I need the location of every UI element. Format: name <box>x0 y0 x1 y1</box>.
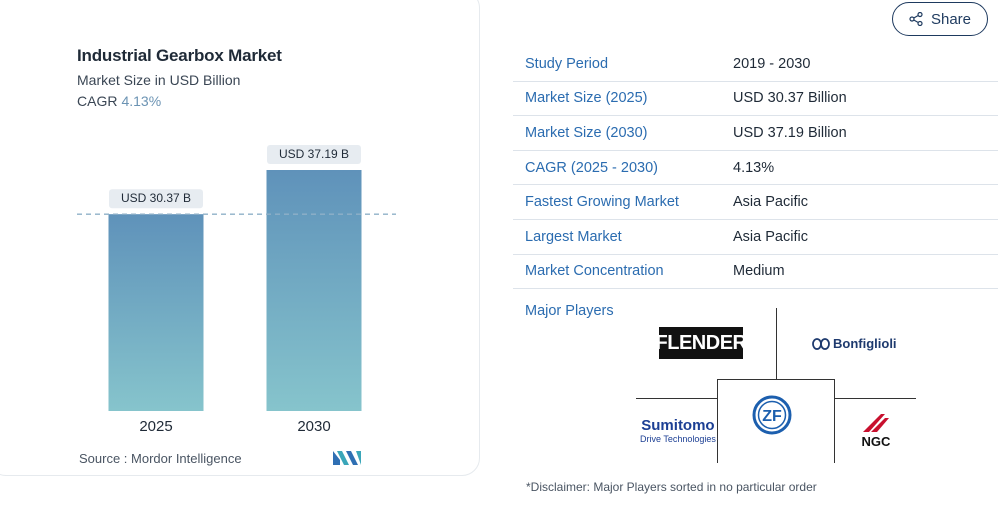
stat-row-market-size-2025: Market Size (2025) USD 30.37 Billion <box>513 82 998 117</box>
chart-title: Industrial Gearbox Market <box>77 46 282 65</box>
stat-key: Market Size (2025) <box>525 90 648 107</box>
stat-value: USD 30.37 Billion <box>733 90 847 107</box>
player-grid-divider <box>717 379 835 380</box>
stat-key: CAGR (2025 - 2030) <box>525 159 658 176</box>
data-label-bg <box>109 189 203 209</box>
flender-logo: FLENDER <box>656 327 747 359</box>
stat-key: Study Period <box>525 55 609 72</box>
x-tick-label: 2030 <box>297 418 330 435</box>
cagr-line: CAGR 4.13% <box>77 93 161 109</box>
stat-row-largest-market: Largest Market Asia Pacific <box>513 220 998 255</box>
stat-key: Fastest Growing Market <box>525 194 679 211</box>
cagr-value: 4.13% <box>121 93 162 109</box>
player-grid-divider <box>834 398 916 399</box>
player-grid-divider <box>636 398 718 399</box>
player-grid-divider <box>717 379 718 463</box>
market-stats-table: Study Period 2019 - 2030 Market Size (20… <box>513 47 998 290</box>
bar-2030 <box>266 170 362 411</box>
bar-chart: USD 30.37 B 2025 USD 37.19 B 2030 <box>77 145 396 435</box>
stat-value: 4.13% <box>733 159 775 176</box>
zf-logo-mark: ZF <box>752 395 792 435</box>
bonfiglioli-logo: Bonfiglioli <box>812 336 897 351</box>
stat-row-fastest-growing: Fastest Growing Market Asia Pacific <box>513 185 998 220</box>
ngc-logo-mark: NGC <box>862 414 892 448</box>
player-grid-divider <box>776 308 777 379</box>
major-players-label: Major Players <box>525 303 614 319</box>
data-label: USD 37.19 B <box>279 147 349 161</box>
data-label-bg <box>267 145 361 164</box>
share-button[interactable]: Share <box>892 2 988 36</box>
bar-2025 <box>108 214 204 411</box>
ngc-logo: NGC <box>855 412 897 448</box>
chart-card <box>0 0 480 476</box>
stat-row-cagr: CAGR (2025 - 2030) 4.13% <box>513 151 998 186</box>
disclaimer-text: *Disclaimer: Major Players sorted in no … <box>526 480 817 494</box>
data-label: USD 30.37 B <box>121 191 191 205</box>
zf-logo: ZF <box>752 395 792 435</box>
zf-logo-text: ZF <box>762 408 782 425</box>
stat-value: Asia Pacific <box>733 194 808 211</box>
stat-key: Market Concentration <box>525 263 664 280</box>
stat-row-market-concentration: Market Concentration Medium <box>513 255 998 290</box>
sumitomo-text: Sumitomo <box>641 417 715 434</box>
bonfiglioli-mark-icon <box>812 337 830 350</box>
cagr-label: CAGR <box>77 93 118 109</box>
player-grid-divider <box>834 379 835 463</box>
stat-value: Asia Pacific <box>733 228 808 245</box>
sumitomo-logo: Sumitomo Drive Technologies <box>640 418 716 445</box>
sumitomo-subtext: Drive Technologies <box>640 434 716 444</box>
stat-key: Largest Market <box>525 228 622 245</box>
stat-key: Market Size (2030) <box>525 124 648 141</box>
share-icon <box>909 12 923 26</box>
share-label: Share <box>930 10 972 28</box>
ngc-logo-text: NGC <box>862 434 892 448</box>
stat-value: Medium <box>733 263 785 280</box>
bonfiglioli-text: Bonfiglioli <box>833 336 897 351</box>
stat-row-study-period: Study Period 2019 - 2030 <box>513 47 998 82</box>
stat-value: USD 37.19 Billion <box>733 124 847 141</box>
x-tick-label: 2025 <box>139 418 172 435</box>
mordor-intelligence-logo <box>333 451 361 465</box>
chart-subtitle: Market Size in USD Billion <box>77 72 241 88</box>
source-text: Source : Mordor Intelligence <box>79 451 242 466</box>
stat-row-market-size-2030: Market Size (2030) USD 37.19 Billion <box>513 116 998 151</box>
stat-value: 2019 - 2030 <box>733 55 811 72</box>
